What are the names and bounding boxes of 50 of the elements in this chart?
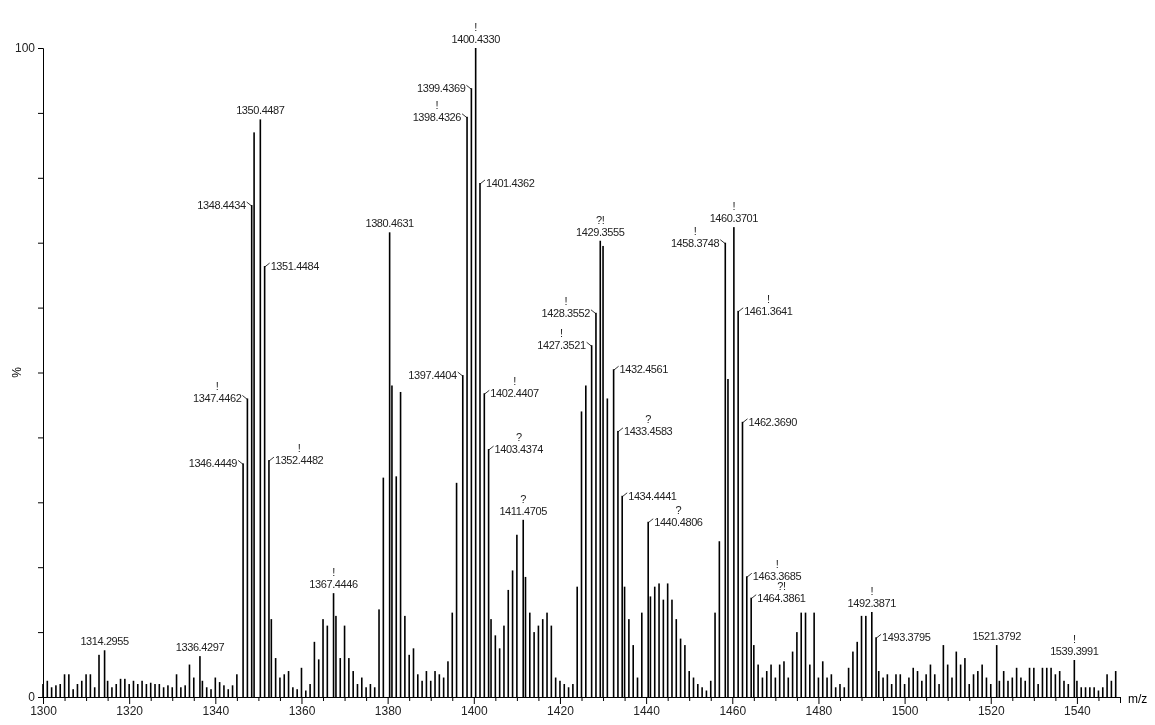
y-tick-label: 100 — [14, 41, 36, 56]
annotation: ?! 1429.3555 — [576, 213, 625, 238]
annotation: 1350.4487 — [236, 104, 285, 117]
annotation: 1432.4561 — [619, 363, 669, 376]
x-tick-label: 1300 — [30, 703, 58, 718]
x-tick-label: 1420 — [547, 703, 575, 718]
y-axis-title: % — [10, 366, 24, 378]
annotation: ? 1403.4374 — [494, 431, 544, 456]
x-tick-label: 1380 — [374, 703, 402, 718]
annotation: 1348.4434 — [197, 199, 246, 212]
x-tick-label: 1360 — [288, 703, 316, 718]
annotation: 1462.3690 — [748, 415, 798, 428]
annotation: 1380.4631 — [365, 217, 415, 230]
annotation: 1399.4369 — [416, 82, 466, 95]
annotation: ! 1458.3748 — [670, 224, 720, 249]
annotation: 1521.3792 — [972, 630, 1022, 643]
x-tick-label: 1520 — [977, 703, 1005, 718]
annotation: 1351.4484 — [270, 260, 320, 273]
annotation: 1434.4441 — [628, 489, 677, 502]
annotation: ! 1402.4407 — [490, 375, 539, 400]
x-tick-label: 1460 — [719, 703, 747, 718]
x-tick-label: 1340 — [202, 703, 230, 718]
annotation: 1346.4449 — [188, 457, 238, 470]
annotation: ? 1433.4583 — [623, 412, 673, 437]
annotation: ! 1347.4462 — [193, 380, 242, 405]
annotation: 1336.4297 — [175, 641, 225, 654]
annotation: ! 1492.3871 — [847, 584, 897, 609]
x-tick-label: 1320 — [116, 703, 144, 718]
x-tick-label: 1400 — [460, 703, 488, 718]
annotation: 1401.4362 — [485, 176, 535, 189]
x-tick-label: 1500 — [891, 703, 919, 718]
annotation: 1493.3795 — [882, 631, 931, 644]
annotation: ? 1411.4705 — [499, 492, 548, 517]
annotation: ! 1539.3991 — [1050, 633, 1099, 658]
x-tick-label: 1440 — [633, 703, 661, 718]
annotation: 1397.4404 — [408, 369, 458, 382]
y-tick-label: 0 — [28, 690, 36, 705]
annotation: ! 1461.3641 — [744, 292, 793, 317]
annotation: ! 1428.3552 — [541, 294, 591, 319]
x-tick-label: 1540 — [1064, 703, 1092, 718]
annotation: ! 1398.4326 — [412, 98, 462, 123]
annotation: ! 1400.4330 — [451, 21, 501, 45]
annotation: ! 1352.4482 — [274, 442, 324, 467]
x-axis-title: m/z — [1128, 692, 1148, 706]
annotation: 1314.2955 — [80, 635, 130, 648]
annotation: ! 1460.3701 — [709, 200, 759, 225]
annotation: ! 1427.3521 — [537, 327, 586, 352]
x-tick-label: 1480 — [805, 703, 833, 718]
annotation: ? 1440.4806 — [654, 503, 703, 528]
annotation: ! 1367.4446 — [309, 566, 359, 591]
